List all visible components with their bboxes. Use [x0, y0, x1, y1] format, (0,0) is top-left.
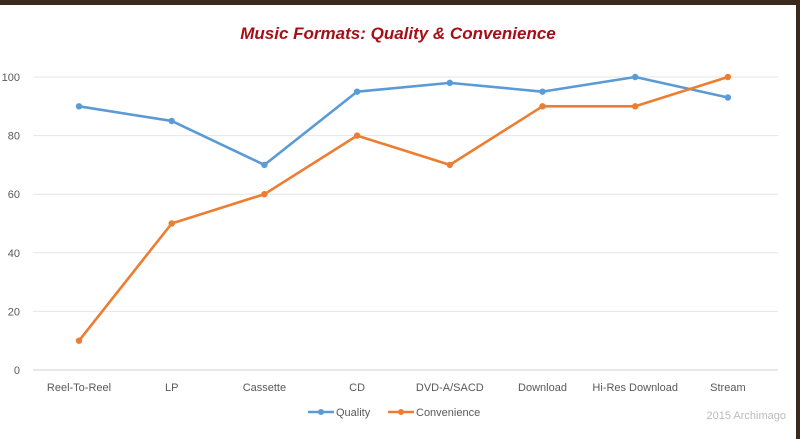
x-tick-label: Stream [710, 382, 745, 394]
x-tick-label: Download [518, 382, 567, 394]
convenience-point [539, 103, 546, 110]
y-tick-label: 20 [8, 306, 20, 318]
quality-point [446, 79, 453, 87]
x-tick-label: CD [349, 382, 365, 394]
convenience-point [446, 161, 453, 169]
quality-point [353, 88, 361, 95]
convenience-point [353, 132, 361, 139]
quality-point [539, 88, 546, 95]
quality-point [724, 94, 732, 101]
convenience-point [168, 220, 175, 227]
quality-point [168, 117, 175, 125]
convenience-line [77, 75, 729, 342]
convenience-point [632, 103, 639, 110]
chart-title: Music Formats: Quality & Convenience [240, 24, 556, 43]
y-tick-label: 0 [14, 365, 20, 377]
x-tick-label: Reel-To-Reel [47, 382, 111, 394]
x-tick-label: LP [165, 382, 178, 394]
convenience-point [75, 337, 83, 344]
y-tick-label: 40 [8, 248, 20, 260]
line-chart: 0 20 40 60 80 100 Reel-To-Reel LP Cassette CD DVD-… [2, 72, 778, 419]
y-tick-label: 80 [8, 131, 20, 143]
y-tick-label: 60 [8, 189, 20, 201]
quality-point [261, 161, 268, 169]
quality-line [78, 75, 729, 167]
quality-point [632, 73, 639, 81]
x-tick-label: Cassette [243, 382, 286, 394]
chart-frame: Music Formats: Quality & Convenience 0 20… [0, 5, 796, 439]
x-tick-label: DVD-A/SACD [416, 382, 484, 394]
quality-point [75, 103, 83, 110]
legend-convenience-label: Convenience [416, 407, 480, 419]
x-tick-label: Hi-Res Download [592, 382, 678, 394]
y-tick-label: 100 [2, 72, 20, 84]
legend-quality-marker [318, 409, 324, 415]
legend-quality-label: Quality [336, 407, 371, 419]
convenience-point [724, 73, 732, 81]
legend-convenience-marker [398, 409, 404, 415]
watermark: 2015 Archimago [706, 410, 787, 422]
convenience-point [261, 191, 268, 198]
